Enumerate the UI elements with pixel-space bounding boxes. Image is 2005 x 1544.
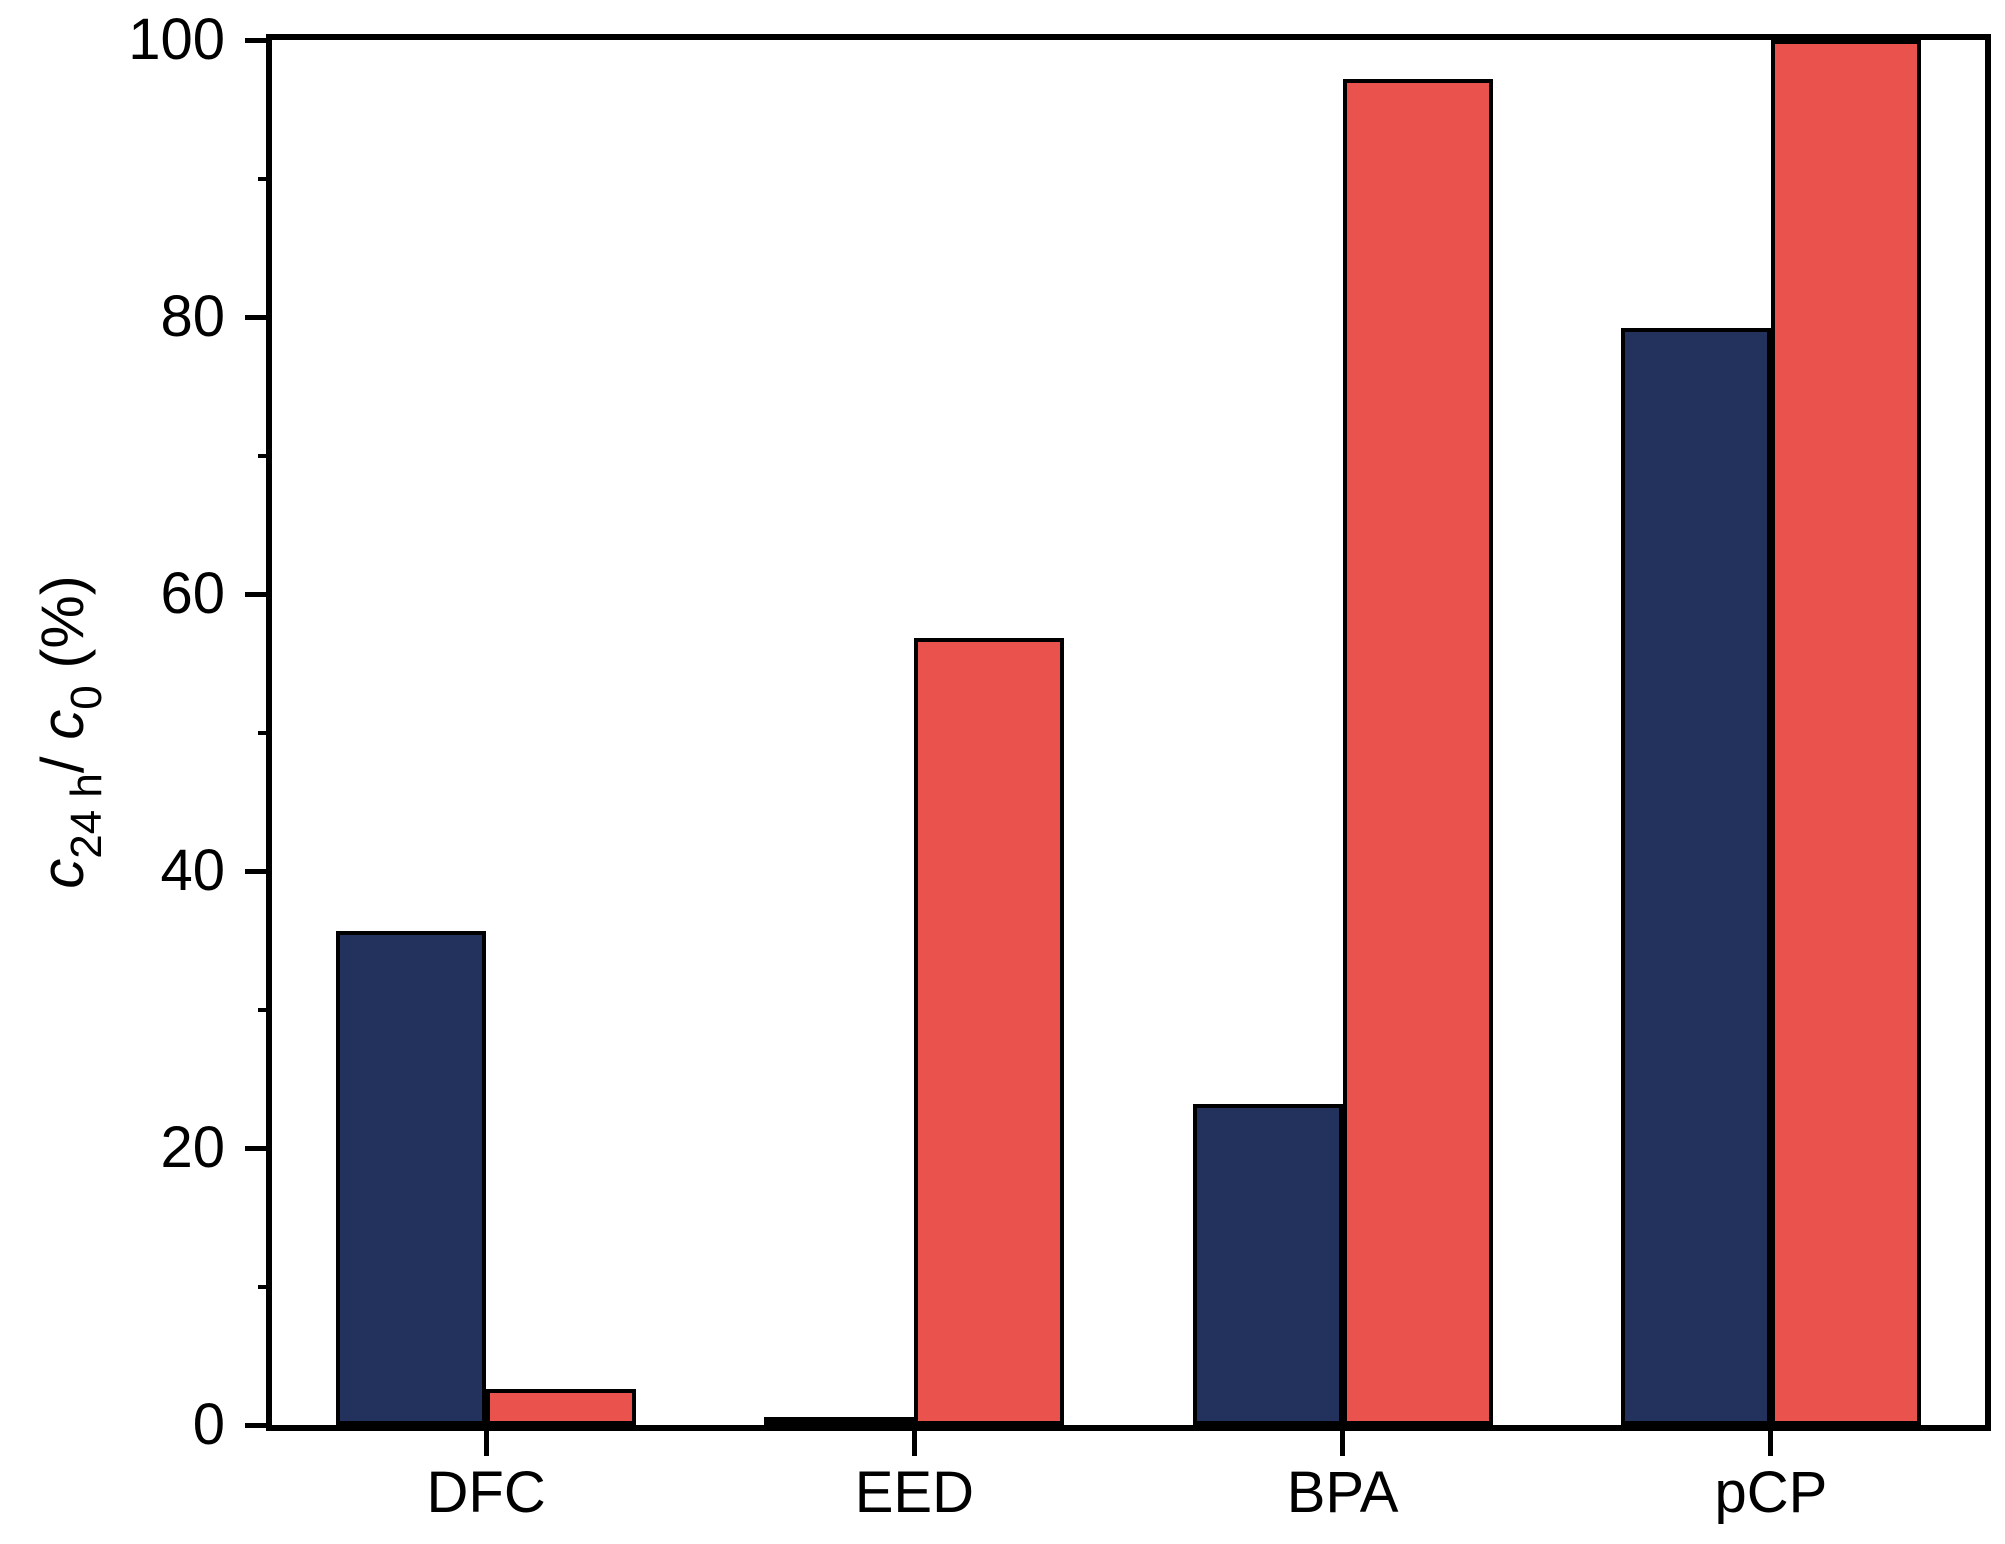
y-axis-title-part: / <box>29 739 96 774</box>
y-axis-title-part: 0 <box>62 685 111 710</box>
y-minor-tick <box>258 730 272 735</box>
bar-EED-navy-series <box>764 1417 915 1425</box>
x-tick <box>1768 1428 1774 1456</box>
y-major-tick <box>245 37 272 43</box>
y-major-tick <box>245 314 272 320</box>
plot-area <box>266 34 1991 1431</box>
x-tick <box>911 1428 917 1456</box>
y-axis-title: c24 h/ c0 (%) <box>0 232 126 1232</box>
y-tick-label: 0 <box>192 1392 225 1457</box>
x-tick-label-EED: EED <box>854 1460 974 1525</box>
y-minor-tick <box>258 453 272 458</box>
x-tick-label-BPA: BPA <box>1286 1460 1399 1525</box>
bar-pCP-red-series <box>1770 40 1921 1425</box>
y-major-tick <box>245 1422 272 1428</box>
y-minor-tick <box>258 1284 272 1289</box>
y-major-tick <box>245 868 272 874</box>
y-minor-tick <box>258 176 272 181</box>
y-tick-label: 100 <box>128 7 225 72</box>
bar-DFC-red-series <box>486 1389 637 1425</box>
y-major-tick <box>245 1145 272 1151</box>
x-tick-label-pCP: pCP <box>1714 1460 1828 1525</box>
y-tick-label: 60 <box>160 561 225 626</box>
bar-BPA-red-series <box>1342 79 1493 1425</box>
x-tick <box>483 1428 489 1456</box>
bar-BPA-navy-series <box>1192 1104 1343 1425</box>
y-tick-label: 20 <box>160 1115 225 1180</box>
x-tick <box>1340 1428 1346 1456</box>
bar-DFC-navy-series <box>336 931 487 1425</box>
y-tick-label: 80 <box>160 284 225 349</box>
y-axis-title-part: c <box>29 709 96 740</box>
bar-pCP-navy-series <box>1620 328 1771 1425</box>
y-tick-label: 40 <box>160 838 225 903</box>
y-major-tick <box>245 591 272 597</box>
x-tick-label-DFC: DFC <box>426 1460 546 1525</box>
bar-EED-red-series <box>914 638 1065 1425</box>
y-minor-tick <box>258 1007 272 1012</box>
